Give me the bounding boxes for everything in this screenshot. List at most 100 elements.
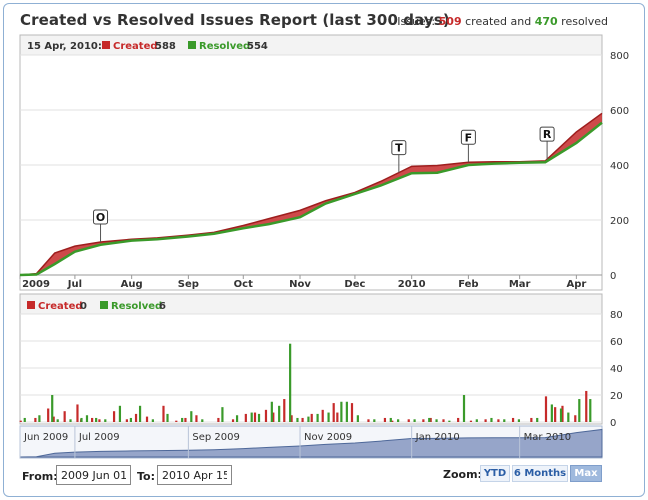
resolved-volume-bar [589,399,592,422]
created-volume-bar [511,417,515,422]
resolved-line [19,121,603,277]
volume-y-tick-label: 80 [610,310,623,321]
created-volume-bar [321,409,324,422]
flag-box[interactable] [460,129,476,145]
resolved-volume-bar [69,419,72,422]
created-volume-bar [125,419,128,422]
main-x-tick-label: Apr [566,279,586,290]
legend-resolved-label: Resolved [199,41,250,52]
zoom-max-button[interactable]: Max [570,465,602,482]
navigator-layer[interactable]: Jun 2009 Jul 2009 Sep 2009 Nov 2009 Jan 2010… [19,426,603,458]
resolved-volume-bar [201,419,204,422]
flag-box[interactable] [93,209,109,225]
created-volume-bar [336,412,339,422]
flag-label: T [395,142,403,155]
resolved-volume-bar [296,417,299,422]
resolved-volume-bar [428,417,431,422]
resolved-volume-bar [550,404,553,422]
main-x-tick-label: Feb [458,279,478,290]
vol-legend-resolved-label: Resolved [111,301,162,312]
zoom-ytd-button[interactable]: YTD [480,465,510,482]
created-volume-bar [332,403,335,422]
main-x-tick-label: Jul [67,279,82,290]
to-date-input[interactable] [157,465,232,485]
main-x-tick-label: Nov [289,279,311,290]
zoom-label: Zoom: [443,468,482,481]
from-date-input[interactable] [56,465,131,485]
resolved-volume-bar [95,417,98,422]
vol-legend-created-value: 0 [80,301,87,312]
created-volume-bar [47,408,50,422]
created-volume-bar [530,417,533,422]
flag-label: R [543,128,552,141]
main-x-tick-label: Aug [121,279,143,290]
resolved-volume-bar [567,412,570,422]
resolved-volume-bar [138,405,142,422]
main-x-tick-label: 2010 [398,279,426,290]
resolved-total: 470 [534,15,558,28]
created-volume-bar [134,413,138,422]
resolved-volume-bar [289,343,292,422]
main-y-tick-label: 800 [610,51,629,62]
flag-label: O [96,211,105,224]
resolved-volume-bar [327,412,330,422]
zoom-6-months-button[interactable]: 6 Months [512,465,568,482]
navigator-area [19,428,603,458]
flag-label: F [465,131,473,144]
created-volume-bar [52,416,55,422]
event-flags: O T F R [93,126,555,242]
resolved-volume-bar [129,417,133,422]
resolved-volume-bar [85,415,89,422]
resolved-volume-bar [181,417,184,422]
resolved-volume-bar [435,419,438,422]
created-volume-bar [561,405,564,422]
navigator-label: Jan 2010 [415,432,460,443]
resolved-volume-bar [235,415,239,422]
resolved-volume-bar [345,401,348,422]
navigator-label: Sep 2009 [192,432,239,443]
resolved-volume-bar [278,405,281,422]
created-volume-bar [310,413,313,422]
created-volume-bar [19,420,22,422]
resolved-volume-bar [340,401,343,422]
legend-resolved-swatch [188,41,196,49]
resolved-volume-bar [250,412,253,422]
created-volume-bar [301,417,304,422]
legend-resolved-value: 554 [247,41,268,52]
main-x-tick-label: 2009 [22,279,50,290]
created-volume-bar [469,420,473,422]
created-volume-bar [391,420,394,422]
flag-box[interactable] [391,140,407,156]
created-volume-bar [283,399,286,422]
navigator-label: Jun 2009 [23,432,68,443]
created-volume-bar [585,390,588,422]
created-volume-bar [484,419,487,422]
created-volume-bar [175,420,178,422]
resolved-volume-bar [397,419,400,422]
resolved-volume-bar [38,415,41,422]
volume-y-tick-label: 20 [610,391,623,402]
created-volume-bar [184,417,187,422]
resolved-volume-bar [356,415,359,422]
created-volume-bar [91,417,94,422]
created-volume-bar [244,413,247,422]
resolved-volume-bar [104,419,107,422]
summary-mid: created and [465,15,532,28]
resolved-volume-bar [166,413,169,422]
volume-y-tick-label: 60 [610,337,623,348]
to-label: To: [137,470,155,483]
created-volume-bar [145,416,149,422]
legend-created-swatch [102,41,110,49]
main-gridlines: 0 200 400 600 800 2009 Jul Aug Sep Oct Nov Dec 2010 F… [19,51,629,290]
created-volume-bar [98,419,101,422]
created-volume-bar [290,415,293,422]
created-volume-bar [162,405,165,422]
resolved-volume-bar [536,417,539,422]
legend-created-value: 588 [155,41,176,52]
resolved-volume-bar [559,408,563,422]
flag-box[interactable] [539,126,555,142]
created-volume-bar [554,407,557,422]
resolved-volume-bar [221,407,224,422]
main-series-layer [19,112,603,277]
created-volume-bar [422,419,425,422]
